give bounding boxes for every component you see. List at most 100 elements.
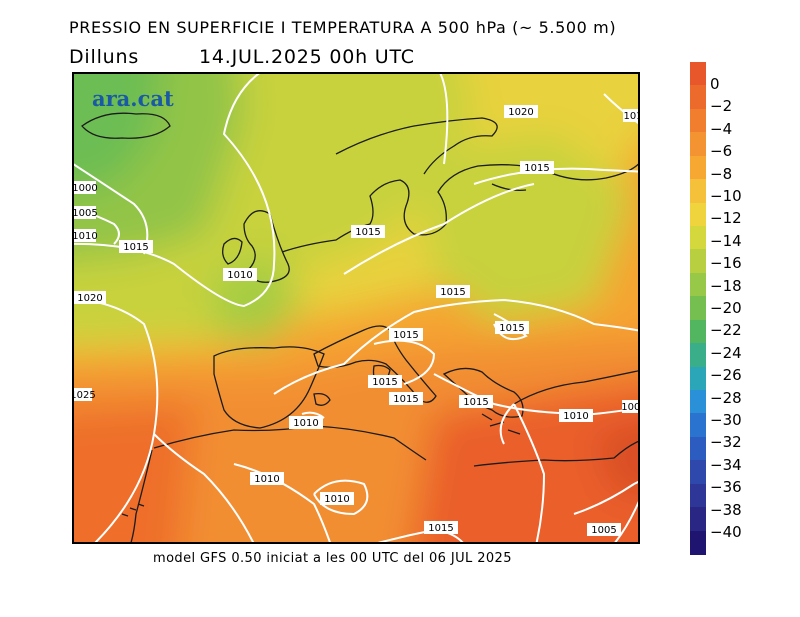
isobar-label: 1010 (74, 229, 98, 242)
isobar-label: 1005 (587, 523, 621, 536)
colorbar-label: −40 (710, 523, 742, 541)
svg-text:1005: 1005 (591, 525, 616, 536)
colorbar-segment (690, 436, 706, 461)
colorbar-segment (690, 226, 706, 251)
colorbar-segment (690, 132, 706, 157)
colorbar-label: −10 (710, 187, 742, 205)
svg-text:101: 101 (623, 111, 640, 122)
colorbar-label: −32 (710, 433, 742, 452)
colorbar-segment (690, 530, 706, 555)
svg-text:1010: 1010 (227, 270, 252, 281)
isobar-label: 1010 (320, 492, 354, 505)
isobar-label: 1015 (351, 225, 385, 238)
ara-cat-logo: ara.cat (92, 86, 174, 111)
isobar-label: 1010 (559, 409, 593, 422)
colorbar-label: −20 (710, 299, 742, 317)
svg-text:1005: 1005 (74, 208, 98, 219)
isobar-label: 1015 (495, 321, 529, 334)
svg-text:1010: 1010 (254, 474, 279, 485)
colorbar-label: −6 (710, 142, 733, 161)
colorbar-segment (690, 296, 706, 321)
isobar-label: 1025 (74, 388, 96, 401)
colorbar-label: −2 (710, 97, 733, 116)
colorbar-label: −14 (710, 231, 742, 250)
isobar-label: 1015 (436, 285, 470, 298)
colorbar-segment (690, 390, 706, 415)
isobar-label: 1015 (389, 392, 423, 405)
isobar-label: 1015 (389, 328, 423, 341)
colorbar-label: 0 (710, 75, 720, 93)
svg-text:1015: 1015 (440, 287, 465, 298)
svg-text:1015: 1015 (499, 323, 524, 334)
colorbar-label: −38 (710, 500, 742, 519)
forecast-time: Dilluns 14.JUL.2025 00h UTC (69, 46, 414, 68)
svg-text:1010: 1010 (324, 494, 349, 505)
chart-title: PRESSIO EN SUPERFICIE I TEMPERATURA A 50… (69, 18, 617, 37)
colorbar-segment (690, 202, 706, 227)
isobar-label: 1005 (74, 206, 98, 219)
colorbar-label: −28 (710, 388, 742, 407)
isobar-label: 1015 (520, 161, 554, 174)
colorbar-label: −8 (710, 164, 733, 183)
colorbar-segment (690, 319, 706, 344)
colorbar-segment (690, 108, 706, 133)
isobar-label: 1010 (223, 268, 257, 281)
forecast-datetime: 14.JUL.2025 00h UTC (199, 46, 415, 68)
temperature-colorbar (690, 62, 706, 555)
colorbar-segment (690, 62, 706, 87)
svg-text:1010: 1010 (74, 231, 98, 242)
colorbar-segment (690, 483, 706, 508)
isobar-label: 1020 (504, 105, 538, 118)
isobar-label: 1015 (424, 521, 458, 534)
temperature-field (74, 74, 638, 542)
isobar-label: 101 (623, 109, 640, 122)
isobar-label: 1015 (459, 395, 493, 408)
isobar-label: 1020 (74, 291, 106, 304)
svg-text:1020: 1020 (77, 293, 102, 304)
svg-text:1000: 1000 (74, 183, 98, 194)
isobar-label: 1000 (74, 181, 98, 194)
colorbar-segment (690, 85, 706, 110)
colorbar-segment (690, 179, 706, 204)
colorbar-segment (690, 366, 706, 391)
svg-text:1015: 1015 (123, 242, 148, 253)
svg-text:1015: 1015 (463, 397, 488, 408)
colorbar-label: −16 (710, 254, 742, 273)
svg-text:1010: 1010 (293, 418, 318, 429)
svg-text:1015: 1015 (393, 394, 418, 405)
svg-text:1015: 1015 (393, 330, 418, 341)
colorbar-segment (690, 272, 706, 297)
model-note: model GFS 0.50 iniciat a les 00 UTC del … (153, 551, 512, 566)
svg-text:1000: 1000 (621, 402, 640, 413)
colorbar-segment (690, 249, 706, 274)
svg-text:1020: 1020 (508, 107, 533, 118)
colorbar-label: −34 (710, 455, 742, 474)
colorbar-label: −26 (710, 366, 742, 385)
isobar-labels: 1020 1015 1015 1015 1010 1015 1015 1015 … (74, 105, 640, 536)
svg-text:1025: 1025 (74, 390, 96, 401)
map-graphic: 1020 1015 1015 1015 1010 1015 1015 1015 … (74, 74, 640, 542)
forecast-day: Dilluns (69, 46, 140, 68)
isobar-label: 1015 (119, 240, 153, 253)
svg-text:1015: 1015 (372, 377, 397, 388)
colorbar-segment (690, 507, 706, 532)
colorbar-segment (690, 155, 706, 180)
colorbar-label: −4 (710, 119, 733, 138)
colorbar-segment (690, 413, 706, 438)
colorbar-label: −36 (710, 478, 742, 497)
colorbar-label: −18 (710, 276, 742, 295)
isobar-label: 1010 (250, 472, 284, 485)
colorbar-segment (690, 343, 706, 368)
colorbar-segment (690, 460, 706, 485)
svg-text:1015: 1015 (355, 227, 380, 238)
svg-text:1015: 1015 (428, 523, 453, 534)
isobar-label: 1000 (621, 400, 640, 413)
colorbar-label: −12 (710, 209, 742, 228)
isobar-label: 1010 (289, 416, 323, 429)
weather-map: 1020 1015 1015 1015 1010 1015 1015 1015 … (72, 72, 640, 544)
svg-text:1015: 1015 (524, 163, 549, 174)
colorbar-label: −30 (710, 411, 742, 429)
svg-text:1010: 1010 (563, 411, 588, 422)
colorbar-label: −24 (710, 343, 742, 362)
isobar-label: 1015 (368, 375, 402, 388)
